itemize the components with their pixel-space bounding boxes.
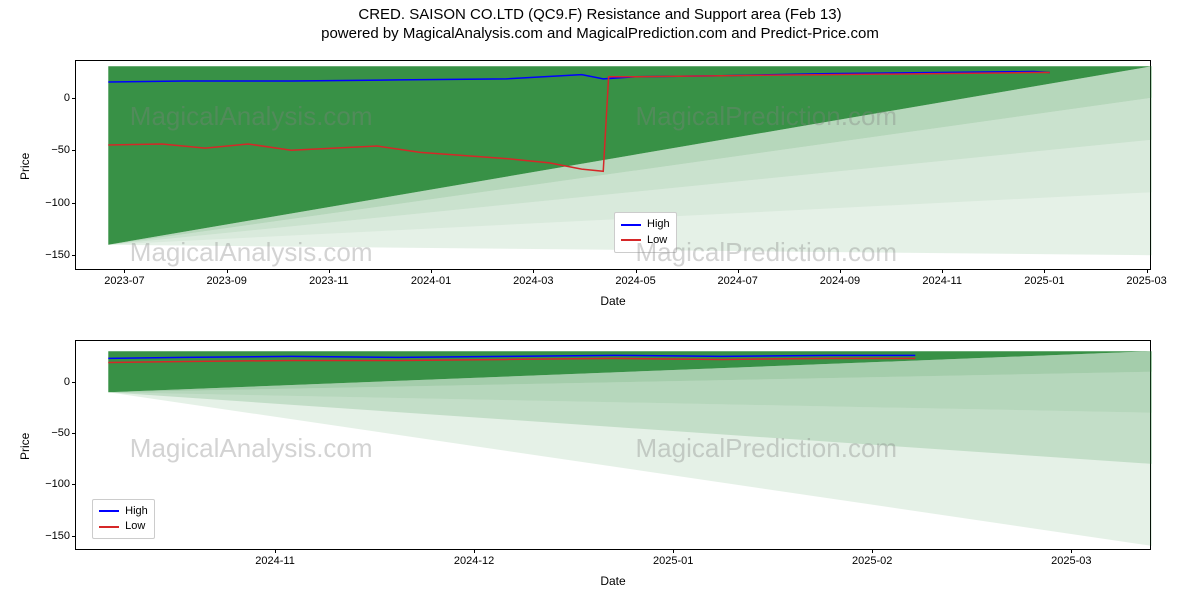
legend-swatch [99, 526, 119, 528]
legend-swatch [621, 224, 641, 226]
xtick-label: 2023-11 [309, 275, 349, 287]
chart-svg [76, 341, 1152, 551]
ytick-label: 0 [64, 92, 70, 104]
xtick-label: 2023-09 [206, 275, 246, 287]
chart-panel-bottom: 0−50−100−1502024-112024-122025-012025-02… [75, 340, 1151, 550]
axis-y-label: Price [18, 433, 32, 460]
xtick-label: 2024-12 [454, 555, 494, 567]
xtick-label: 2023-07 [104, 275, 144, 287]
axis-x-label: Date [75, 294, 1151, 308]
ytick-label: −50 [51, 427, 70, 439]
xtick-label: 2025-03 [1126, 275, 1166, 287]
chart-subtitle: powered by MagicalAnalysis.com and Magic… [0, 23, 1200, 42]
legend-label: Low [647, 233, 667, 248]
xtick-label: 2025-02 [852, 555, 892, 567]
legend-item: High [621, 217, 670, 232]
xtick-label: 2024-11 [922, 275, 962, 287]
xtick-label: 2024-07 [718, 275, 758, 287]
xtick-label: 2025-01 [1024, 275, 1064, 287]
ytick-label: 0 [64, 376, 70, 388]
legend-item: Low [621, 233, 670, 248]
xtick-label: 2025-01 [653, 555, 693, 567]
legend-item: High [99, 504, 148, 519]
legend-item: Low [99, 519, 148, 534]
ytick-label: −150 [45, 530, 70, 542]
legend-swatch [99, 510, 119, 512]
xtick-label: 2024-01 [411, 275, 451, 287]
axis-x-label: Date [75, 574, 1151, 588]
legend-label: High [647, 217, 670, 232]
ytick-label: −50 [51, 144, 70, 156]
legend-label: Low [125, 519, 145, 534]
legend: HighLow [92, 499, 155, 540]
xtick-label: 2024-09 [820, 275, 860, 287]
legend-swatch [621, 239, 641, 241]
axis-y-label: Price [18, 153, 32, 180]
chart-title: CRED. SAISON CO.LTD (QC9.F) Resistance a… [0, 0, 1200, 23]
xtick-label: 2025-03 [1051, 555, 1091, 567]
figure: CRED. SAISON CO.LTD (QC9.F) Resistance a… [0, 0, 1200, 600]
ytick-label: −100 [45, 478, 70, 490]
legend: HighLow [614, 212, 677, 253]
xtick-label: 2024-05 [615, 275, 655, 287]
legend-label: High [125, 504, 148, 519]
ytick-label: −150 [45, 249, 70, 261]
xtick-label: 2024-11 [255, 555, 295, 567]
ytick-label: −100 [45, 197, 70, 209]
chart-panel-top: 0−50−100−1502023-072023-092023-112024-01… [75, 60, 1151, 270]
xtick-label: 2024-03 [513, 275, 553, 287]
